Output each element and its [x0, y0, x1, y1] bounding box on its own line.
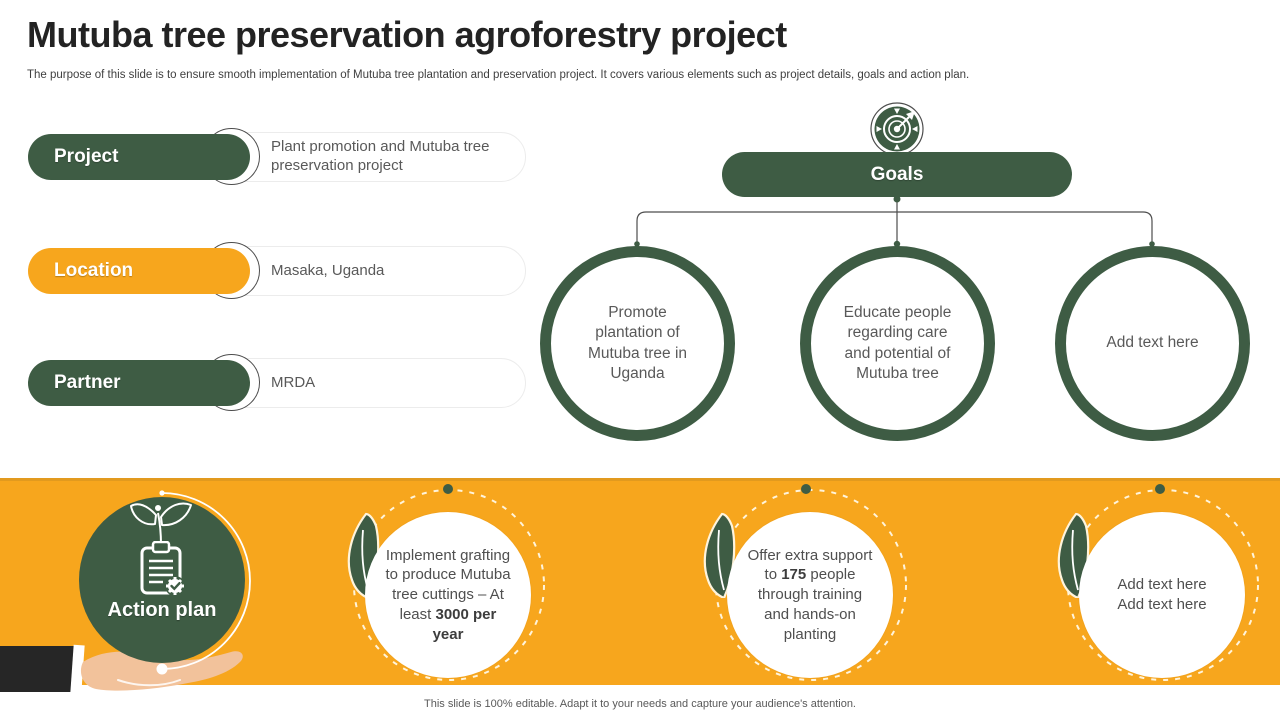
detail-row-location: Masaka, Uganda Location: [0, 242, 560, 303]
ring-dot: [443, 484, 453, 494]
action-text-1: Implement grafting to produce Mutuba tre…: [385, 546, 511, 643]
partner-label-pill[interactable]: Partner: [28, 360, 250, 406]
action-text-3: Add text here Add text here: [1117, 576, 1207, 613]
action-item-3[interactable]: Add text here Add text here: [1079, 512, 1245, 678]
goal-text-3: Add text here: [1106, 334, 1199, 352]
goal-circle-2[interactable]: Educate people regarding care and potent…: [800, 246, 995, 441]
footer-note: This slide is 100% editable. Adapt it to…: [424, 698, 856, 710]
project-value-box[interactable]: Plant promotion and Mutuba tree preserva…: [210, 132, 526, 182]
partner-value: MRDA: [271, 373, 316, 391]
action-item-1[interactable]: Implement grafting to produce Mutuba tre…: [365, 512, 531, 678]
goal-text-2: Educate people regarding care and potent…: [843, 303, 952, 382]
sprout-icon: [130, 502, 192, 546]
project-label-pill[interactable]: Project: [28, 134, 250, 180]
goal-text-1: Promote plantation of Mutuba tree in Uga…: [587, 303, 688, 382]
project-value: Plant promotion and Mutuba tree preserva…: [271, 138, 490, 174]
target-icon: [870, 102, 924, 156]
ring-dot: [1155, 484, 1165, 494]
goal-circle-3[interactable]: Add text here: [1055, 246, 1250, 441]
ring-dot: [801, 484, 811, 494]
action-item-2[interactable]: Offer extra support to 175 people throug…: [727, 512, 893, 678]
partner-value-box[interactable]: MRDA: [210, 358, 526, 408]
sleeve-shape: [0, 646, 76, 692]
dashed-ring: [715, 489, 907, 681]
leaf-icon: [703, 512, 736, 598]
goal-circle-1[interactable]: Promote plantation of Mutuba tree in Uga…: [540, 246, 735, 441]
detail-row-project: Plant promotion and Mutuba tree preserva…: [0, 128, 560, 189]
clipboard-check-icon: [140, 541, 185, 596]
slide-subtitle[interactable]: The purpose of this slide is to ensure s…: [27, 69, 970, 81]
location-label-pill[interactable]: Location: [28, 248, 250, 294]
goals-header-pill[interactable]: Goals: [722, 152, 1072, 197]
action-plan-hub[interactable]: Action plan: [79, 497, 245, 663]
page-title[interactable]: Mutuba tree preservation agroforestry pr…: [27, 14, 787, 55]
action-text-2: Offer extra support to 175 people throug…: [747, 546, 873, 643]
action-plan-label: Action plan: [107, 599, 217, 621]
gear-check-icon: [165, 576, 185, 596]
connector-lines: [634, 195, 1155, 248]
location-value: Masaka, Uganda: [271, 261, 385, 279]
location-value-box[interactable]: Masaka, Uganda: [210, 246, 526, 296]
detail-row-partner: MRDA Partner: [0, 354, 560, 415]
